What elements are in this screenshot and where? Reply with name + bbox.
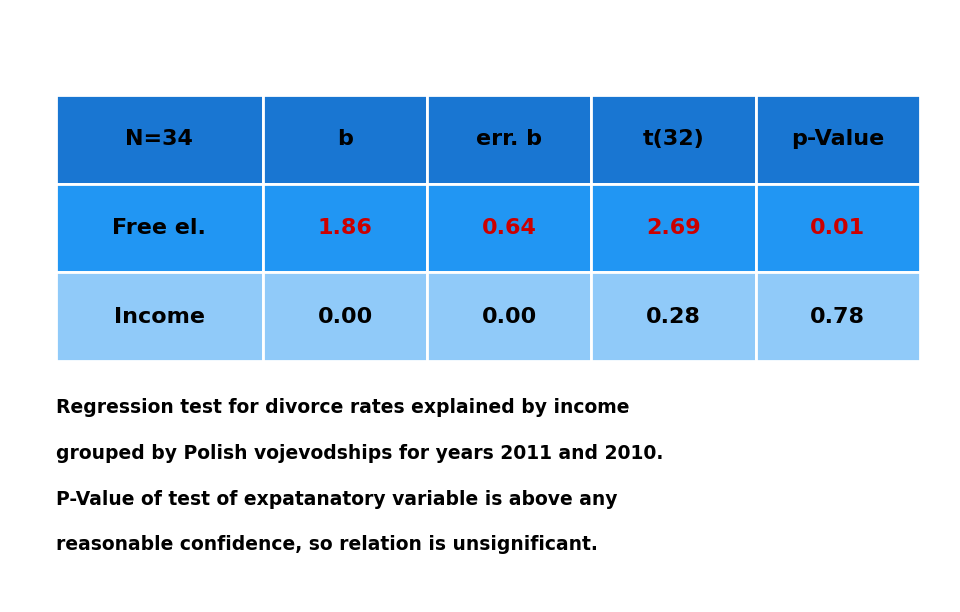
Text: 0.00: 0.00 [482,307,537,327]
Text: 0.00: 0.00 [318,307,372,327]
Text: Income: Income [114,307,204,327]
Text: 0.64: 0.64 [482,218,537,238]
Text: N=34: N=34 [126,129,193,149]
Text: p-Value: p-Value [791,129,884,149]
Text: W KRAKOWIE: W KRAKOWIE [73,55,106,59]
Text: b: b [337,129,353,149]
Text: Regression test for divorce rates explained by income: Regression test for divorce rates explai… [56,398,629,417]
Text: t(32): t(32) [642,129,705,149]
Text: grouped by Polish vojevodships for years 2011 and 2010.: grouped by Polish vojevodships for years… [56,444,663,463]
Text: reasonable confidence, so relation is unsignificant.: reasonable confidence, so relation is un… [56,536,597,554]
Text: 0.78: 0.78 [810,307,865,327]
Text: 1.86: 1.86 [318,218,372,238]
Text: Free el.: Free el. [112,218,206,238]
Text: 0.01: 0.01 [810,218,865,238]
Text: P-Value of test of expatanatory variable is above any: P-Value of test of expatanatory variable… [56,490,617,509]
Text: err. b: err. b [476,129,542,149]
Text: 0.28: 0.28 [646,307,701,327]
Text: UNIWERSYTET JAGIELLOŃSKI: UNIWERSYTET JAGIELLOŃSKI [73,31,144,36]
FancyBboxPatch shape [10,12,66,78]
Text: Dynamika rozwodów: Dynamika rozwodów [336,28,724,62]
Text: 2.69: 2.69 [646,218,701,238]
